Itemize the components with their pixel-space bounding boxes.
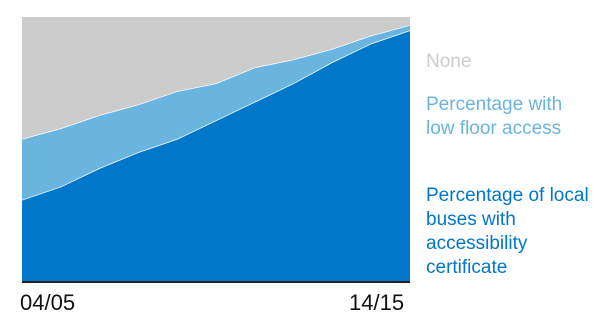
legend-low-floor-access: Percentage with low floor access <box>426 94 563 139</box>
legend-accessibility-certificate: Percentage of local buses with accessibi… <box>426 185 589 278</box>
legend-none: None <box>426 51 472 72</box>
area-certificate <box>22 30 410 282</box>
x-tick-label-last: 14/15 <box>349 290 405 315</box>
x-tick-label-first: 04/05 <box>20 290 76 315</box>
area-none <box>22 17 410 139</box>
area-low-floor <box>22 24 410 200</box>
